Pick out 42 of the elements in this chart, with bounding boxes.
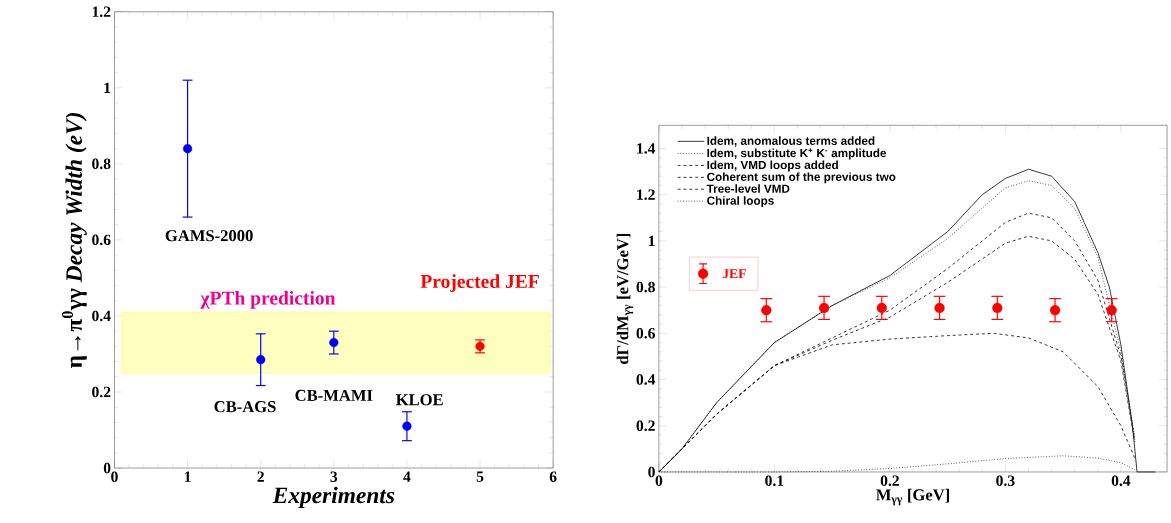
y-axis-title: dΓ/dM$_{γγ}$ [eV/GeV]: [616, 233, 634, 365]
x-tick-label: 3: [330, 471, 338, 483]
legend-label: Tree-level VMD: [706, 184, 790, 193]
x-axis-title: Experiments: [272, 486, 395, 509]
x-tick-label: 0.1: [765, 475, 784, 487]
legend-label: Idem, substitute K$^{+}$ K$^{-}$ amplitude: [707, 148, 887, 160]
y-tick-label: 0: [103, 462, 111, 474]
y-tick-label: 0.8: [92, 158, 111, 170]
y-axis-title: η→π$^{0}$γγ Decay Width (eV): [62, 113, 87, 368]
y-tick-label: 0.6: [92, 234, 111, 246]
annotation: KLOE: [395, 394, 443, 406]
x-tick-label: 5: [476, 471, 484, 482]
annotation: CB-AGS: [214, 401, 276, 413]
x-tick-label: 6: [549, 471, 557, 483]
legend-label: Idem, anomalous terms added: [707, 136, 875, 147]
y-tick-label: 0.2: [636, 420, 655, 432]
x-tick-label: 2: [257, 471, 264, 482]
y-tick-label: 1: [104, 82, 111, 94]
y-tick-label: 1.4: [637, 143, 656, 154]
y-tick-label: 1.2: [637, 189, 655, 200]
y-tick-label: 0.2: [92, 386, 111, 398]
annotation: CB-MAMI: [295, 389, 373, 402]
legend-label: Idem, VMD loops added: [707, 160, 838, 172]
text: Projected JEF: [420, 274, 539, 293]
y-tick-label: 0.6: [636, 328, 655, 339]
y-tick-label: 1.2: [92, 6, 111, 18]
band-label: χPTh prediction: [200, 291, 336, 309]
x-tick-label: 4: [403, 471, 411, 482]
x-tick-label: 1: [184, 471, 191, 482]
x-axis-title: M$_{γγ}$ [GeV]: [876, 488, 949, 506]
x-tick-label: 0.4: [1111, 475, 1131, 487]
y-tick-label: 0.4: [636, 374, 656, 385]
y-tick-label: 0.8: [636, 281, 655, 293]
y-tick-label: 1: [648, 235, 655, 247]
legend-label: Coherent sum of the previous two: [707, 172, 896, 184]
x-tick-label: 0.3: [996, 475, 1015, 487]
x-tick-label: 0.2: [880, 475, 899, 487]
x-tick-label: 0: [655, 475, 663, 486]
annotation: GAMS-2000: [165, 230, 253, 242]
legend-label: JEF: [722, 269, 746, 279]
y-tick-label: 0.4: [92, 310, 111, 322]
legend-label: Chiral loops: [707, 196, 774, 208]
